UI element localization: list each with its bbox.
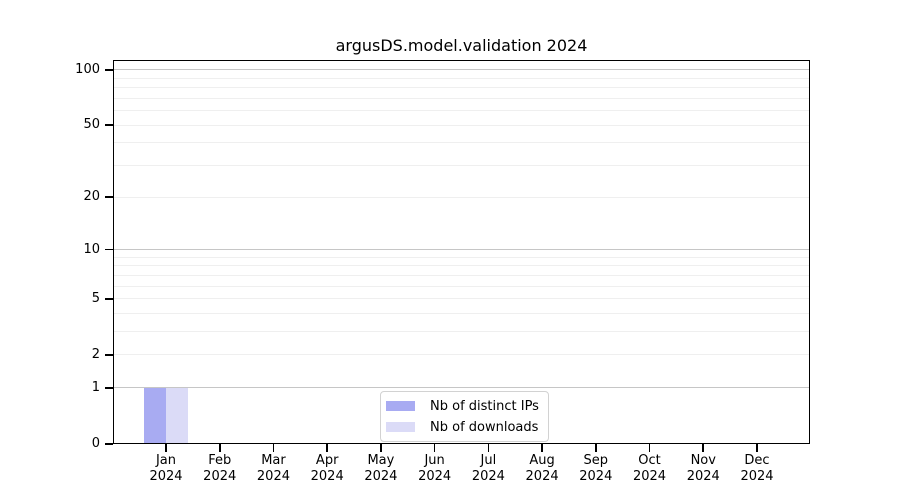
- x-tick: [648, 444, 651, 452]
- minor-gridline: [113, 313, 810, 314]
- y-tick: [105, 354, 113, 356]
- x-tick-label-year: 2024: [632, 469, 667, 484]
- x-tick-label: Apr 2024: [311, 453, 344, 485]
- x-tick-label-year: 2024: [579, 469, 613, 484]
- x-tick-label-month: Jun: [424, 453, 445, 468]
- x-tick: [702, 444, 705, 452]
- legend-swatch-icon: [386, 401, 415, 411]
- x-tick-label: May 2024: [364, 453, 397, 485]
- y-tick: [105, 196, 113, 198]
- x-tick-label-year: 2024: [149, 469, 183, 484]
- y-tick-label: 50: [83, 117, 100, 133]
- x-tick-label: Jul 2024: [472, 453, 505, 485]
- minor-gridline: [113, 142, 810, 144]
- x-tick-label: Jun 2024: [418, 453, 451, 485]
- minor-gridline: [113, 165, 810, 167]
- y-tick-label: 2: [91, 346, 100, 362]
- x-tick-label-year: 2024: [203, 469, 237, 484]
- x-tick-label: Jan 2024: [149, 453, 182, 485]
- x-tick-label-year: 2024: [686, 469, 720, 484]
- x-tick-label-month: Nov: [690, 453, 716, 468]
- legend: Nb of distinct IPs Nb of downloads: [380, 391, 549, 442]
- minor-gridline: [113, 77, 810, 79]
- x-tick-label-month: Feb: [208, 453, 232, 468]
- minor-gridline: [113, 331, 810, 333]
- x-tick-label: Feb 2024: [203, 453, 236, 485]
- major-gridline: [113, 387, 810, 389]
- minor-gridline: [113, 298, 810, 300]
- minor-gridline: [113, 265, 810, 267]
- y-tick: [105, 387, 113, 389]
- x-tick-label: Dec 2024: [740, 453, 773, 485]
- x-tick: [326, 444, 328, 452]
- chart-title: argusDS.model.validation 2024: [335, 36, 588, 55]
- y-tick-label: 1: [91, 379, 100, 395]
- x-tick-label-year: 2024: [525, 469, 559, 484]
- x-tick: [487, 444, 490, 452]
- y-tick-label: 10: [83, 241, 100, 257]
- minor-gridline: [113, 274, 810, 276]
- x-tick-label: Nov 2024: [687, 453, 720, 485]
- x-tick-label-year: 2024: [418, 469, 452, 484]
- x-tick: [433, 444, 436, 452]
- minor-gridline: [113, 87, 810, 89]
- major-gridline: [113, 69, 810, 71]
- legend-swatch-icon: [386, 422, 415, 432]
- x-tick-label-month: Jan: [155, 453, 177, 468]
- y-tick: [105, 124, 113, 126]
- legend-item: Nb of distinct IPs: [386, 397, 539, 415]
- x-tick-label-month: Oct: [638, 453, 661, 468]
- legend-item: Nb of downloads: [386, 418, 539, 436]
- x-tick-label-month: Sep: [583, 453, 609, 468]
- major-gridline: [113, 248, 810, 250]
- x-tick-label-month: Mar: [261, 453, 286, 468]
- x-tick: [380, 444, 382, 452]
- x-tick: [541, 444, 543, 452]
- y-tick: [105, 248, 113, 251]
- x-tick-label-month: Aug: [529, 453, 555, 468]
- x-tick-label-year: 2024: [310, 469, 344, 484]
- legend-label: Nb of distinct IPs: [430, 398, 539, 414]
- x-tick-label-year: 2024: [471, 469, 505, 484]
- x-tick-label-year: 2024: [364, 469, 398, 484]
- y-tick-label: 0: [91, 436, 100, 451]
- x-tick-label: Oct 2024: [633, 453, 666, 485]
- y-tick: [105, 297, 113, 300]
- x-tick-label-month: Dec: [744, 453, 770, 468]
- minor-gridline: [113, 354, 810, 356]
- x-tick-label: Mar 2024: [257, 453, 290, 485]
- minor-gridline: [113, 110, 810, 112]
- x-tick: [218, 444, 221, 452]
- y-tick: [105, 69, 113, 71]
- x-tick: [756, 444, 758, 452]
- bar-nb-of-distinct-ips: [144, 387, 166, 444]
- minor-gridline: [113, 256, 810, 258]
- y-tick-label: 100: [75, 61, 100, 77]
- minor-gridline: [113, 196, 810, 198]
- legend-label: Nb of downloads: [430, 419, 539, 435]
- x-tick-label: Sep 2024: [579, 453, 612, 485]
- x-tick-label-year: 2024: [256, 469, 290, 484]
- x-tick-label-year: 2024: [740, 469, 774, 484]
- x-tick-label: Aug 2024: [526, 453, 559, 485]
- minor-gridline: [113, 97, 810, 99]
- x-tick: [595, 444, 597, 452]
- y-tick-label: 20: [83, 189, 100, 205]
- x-tick: [165, 444, 167, 452]
- x-tick-label-month: May: [367, 453, 395, 468]
- minor-gridline: [113, 124, 810, 126]
- axes-spines: [113, 60, 810, 444]
- x-tick: [272, 444, 275, 452]
- bar-nb-of-downloads: [166, 387, 188, 444]
- x-tick-label-month: Jul: [480, 453, 497, 468]
- y-tick-label: 5: [91, 290, 100, 306]
- y-tick: [105, 443, 113, 445]
- x-tick-label-month: Apr: [315, 453, 339, 468]
- plot-area: 0 1 2 5 10 20 50 100 Jan 2024 Feb 2024 Mar 2024 Apr 202…: [75, 60, 810, 484]
- minor-gridline: [113, 285, 810, 287]
